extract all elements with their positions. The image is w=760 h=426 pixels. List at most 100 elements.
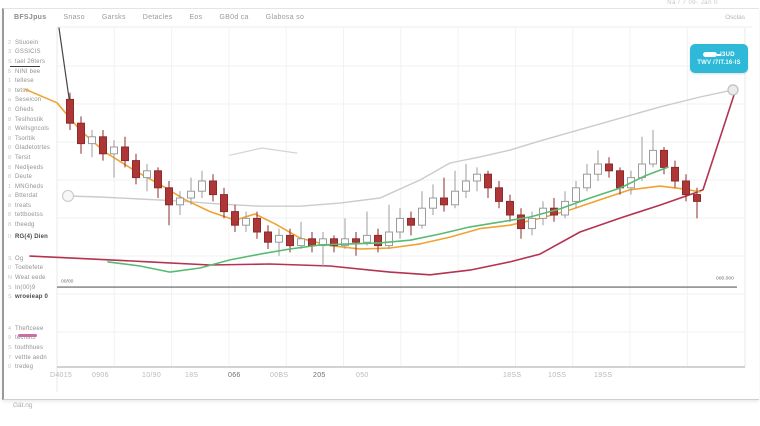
sidebar-item[interactable]: S Og	[8, 254, 57, 264]
x-axis-tick-label: 10/90	[142, 372, 162, 379]
sidebar-item[interactable]: S wroeieap 0	[8, 292, 57, 302]
item-index: 8	[8, 212, 12, 219]
item-index: 8	[8, 202, 12, 209]
item-index: 8	[8, 164, 12, 171]
menu-item[interactable]: Snaso	[63, 14, 85, 21]
item-label: tael 26ters	[15, 58, 46, 65]
item-label: techsI5	[15, 335, 36, 342]
item-index: 8	[8, 126, 12, 133]
item-index: 1	[8, 78, 12, 85]
item-index: 8	[8, 174, 12, 181]
x-axis-tick-label: 00BS	[270, 372, 289, 379]
sidebar-item[interactable]: a Seseicon	[8, 96, 57, 106]
sidebar-item[interactable]: 9 techsI5	[8, 334, 57, 344]
item-index: 8	[8, 116, 12, 123]
item-label: Theftceee	[15, 325, 44, 332]
x-axis-tick-label: 0906	[92, 372, 109, 379]
item-label: Btterdat	[15, 193, 38, 200]
item-label: Og	[15, 255, 24, 262]
sidebar-item[interactable]: 0 Toebefete	[8, 264, 57, 274]
x-axis-tick-label: D4015	[50, 372, 73, 379]
item-label: touthhues	[15, 344, 44, 351]
menu-item[interactable]: BFSJpus	[14, 14, 47, 21]
item-label: NINI bee	[15, 68, 41, 75]
item-index: 1	[8, 183, 12, 190]
item-index: 9	[8, 87, 12, 94]
price-tag-badge[interactable]: I3UD TWV /7IT.16-IS	[690, 44, 748, 73]
item-label: Gladetotrtes	[15, 145, 51, 152]
item-index: 3	[8, 49, 12, 56]
app-window	[2, 8, 759, 400]
sidebar-item[interactable]: 8 tettboetss	[8, 211, 57, 221]
x-axis-tick-label: 050	[356, 372, 369, 379]
legend-swatch-pink	[18, 334, 37, 337]
item-index: 8	[8, 106, 12, 113]
sidebar-item[interactable]: 8 Tsorltik	[8, 134, 57, 144]
item-index: S	[8, 294, 12, 301]
item-index: N	[8, 274, 12, 281]
sidebar-item[interactable]: 5 NINI bee	[8, 67, 57, 77]
sidebar-item[interactable]: a Btterdat	[8, 192, 57, 202]
item-label: Nedljeeds	[15, 164, 44, 171]
sidebar-item[interactable]: 8 Deute	[8, 172, 57, 182]
sidebar-item[interactable]: 8 Gladetotrtes	[8, 144, 57, 154]
sidebar-group-3: S Og 0 Toebefete N Weat eede S In(00)9 S…	[8, 254, 57, 302]
pill-icon	[703, 52, 722, 57]
sidebar-item[interactable]: II RG(4) Dien	[8, 232, 57, 242]
sidebar-item[interactable]: 2 Stiuoein	[8, 38, 57, 48]
item-index: S	[8, 284, 12, 291]
item-index: 8	[8, 135, 12, 142]
item-label: Tsorltik	[15, 135, 36, 142]
sidebar-item[interactable]: 8 Nedljeeds	[8, 163, 57, 173]
item-label: Seseicon	[15, 97, 42, 104]
x-axis-tick-label: 18S	[185, 372, 199, 379]
sidebar-item[interactable]: 8 Tersit	[8, 153, 57, 163]
x-axis-tick-label: 205	[313, 372, 326, 379]
sidebar-footer: Gät.ng	[13, 402, 33, 409]
item-index: 7	[8, 354, 12, 361]
top-meta-text: Na / 7 09- Jan 0	[667, 0, 718, 6]
item-label: GSSICIS	[15, 49, 41, 56]
menu-item[interactable]: GB0d ca	[219, 14, 249, 21]
menu-item[interactable]: Garsks	[101, 14, 126, 21]
sidebar-item[interactable]: 8 Wellsgncols	[8, 124, 57, 134]
sidebar-item[interactable]: 8 Teslhostik	[8, 115, 57, 125]
separator-label-right: 000.000	[716, 276, 734, 282]
sidebar-item[interactable]: 8 theedg	[8, 220, 57, 230]
sidebar-item[interactable]: 9 tetse	[8, 86, 57, 96]
menu-item[interactable]: Eos	[189, 14, 203, 21]
sidebar-item[interactable]: 1 MNGheds	[8, 182, 57, 192]
item-index: 8	[8, 222, 12, 229]
sidebar-item[interactable]: 3 GSSICIS	[8, 48, 57, 58]
panel-label-right: Osclas	[725, 14, 745, 21]
menu-item[interactable]: Glabosa so	[265, 14, 305, 21]
sidebar-group-4: 4 Theftceee 9 techsI5 S touthhues 7 vett…	[8, 324, 57, 372]
item-index: S	[8, 255, 12, 262]
sidebar-item[interactable]: 1 tellese	[8, 76, 57, 86]
sidebar-item[interactable]: 8 treats	[8, 201, 57, 211]
menu-item[interactable]: Detacles	[142, 14, 173, 21]
sidebar-item[interactable]: S In(00)9	[8, 283, 57, 293]
item-label: treats	[15, 202, 32, 209]
item-index: S	[8, 58, 12, 65]
item-label: tredeg	[15, 364, 34, 371]
sidebar-item[interactable]: 7 vettte aedn	[8, 353, 57, 363]
item-index: 4	[8, 325, 12, 332]
sidebar-item[interactable]: 4 Theftceee	[8, 324, 57, 334]
sidebar-item[interactable]: 0 tredeg	[8, 362, 57, 372]
candlestick-chart[interactable]	[0, 0, 760, 398]
item-label: tellese	[15, 78, 34, 85]
x-axis-tick-label: 10SS	[548, 372, 567, 379]
x-axis-tick-label: 066	[228, 372, 241, 379]
sidebar-item[interactable]: 8 Gheds	[8, 105, 57, 115]
sidebar-item[interactable]: S touthhues	[8, 343, 57, 353]
menubar: BFSJpus Snaso Garsks Detacles Eos GB0d ca Glab…	[2, 8, 757, 27]
item-index: 2	[8, 39, 12, 46]
item-label: Teslhostik	[15, 116, 44, 123]
item-label: tetse	[15, 87, 30, 94]
sidebar-item[interactable]: N Weat eede	[8, 273, 57, 283]
indicator-sidebar: 2 Stiuoein 3 GSSICIS S tael 26ters 5 NIN…	[8, 27, 57, 409]
item-index: 5	[8, 68, 12, 75]
item-index: S	[8, 344, 12, 351]
sidebar-item[interactable]: S tael 26ters	[8, 57, 57, 67]
